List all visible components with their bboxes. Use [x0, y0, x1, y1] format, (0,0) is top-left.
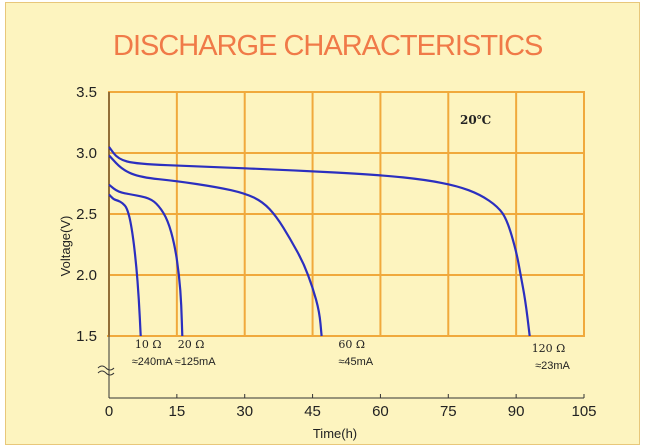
- discharge-curve: [108, 146, 531, 337]
- discharge-curve: [108, 183, 184, 337]
- series-current-label: ≈45mA: [338, 356, 373, 368]
- series-resistance-label: 20 Ω: [178, 338, 205, 351]
- y-tick-label: 2.0: [76, 267, 97, 284]
- x-tick-label: 75: [440, 403, 457, 420]
- x-tick-label: 45: [304, 403, 321, 420]
- series-resistance-label: 10 Ω: [135, 338, 162, 351]
- chart-title: DISCHARGE CHARACTERISTICS: [113, 30, 543, 62]
- series-current-label: ≈125mA: [175, 356, 217, 368]
- x-tick-label: 105: [571, 403, 596, 420]
- discharge-curve: [108, 154, 323, 337]
- grid: [107, 91, 585, 399]
- temperature-label: 20℃: [460, 113, 491, 127]
- x-tick-label: 30: [236, 403, 253, 420]
- tick-labels: 3.5 3.0 2.5 2.0 1.5 0 15 30 45 60 75 90 105: [76, 84, 596, 420]
- x-tick-label: 60: [372, 403, 389, 420]
- x-tick-label: 0: [105, 403, 113, 420]
- y-tick-label: 1.5: [76, 328, 97, 345]
- series-current-label: ≈23mA: [535, 360, 570, 372]
- discharge-curve: [108, 193, 142, 337]
- series-lines: [108, 146, 531, 337]
- y-axis-label: Voltage(V): [58, 216, 73, 277]
- y-tick-label: 3.0: [76, 145, 97, 162]
- x-axis-label: Time(h): [313, 426, 357, 441]
- y-tick-label: 3.5: [76, 84, 97, 101]
- series-resistance-label: 60 Ω: [338, 338, 365, 351]
- chart-panel: [5, 2, 640, 445]
- series-labels: 10 Ω ≈240mA 20 Ω ≈125mA 60 Ω ≈45mA 120 Ω ≈23mA: [132, 338, 571, 372]
- x-tick-label: 15: [169, 403, 186, 420]
- series-current-label: ≈240mA: [132, 356, 174, 368]
- axis-break-icon: [97, 365, 115, 376]
- series-resistance-label: 120 Ω: [532, 342, 566, 355]
- x-tick-label: 90: [508, 403, 525, 420]
- y-tick-label: 2.5: [76, 206, 97, 223]
